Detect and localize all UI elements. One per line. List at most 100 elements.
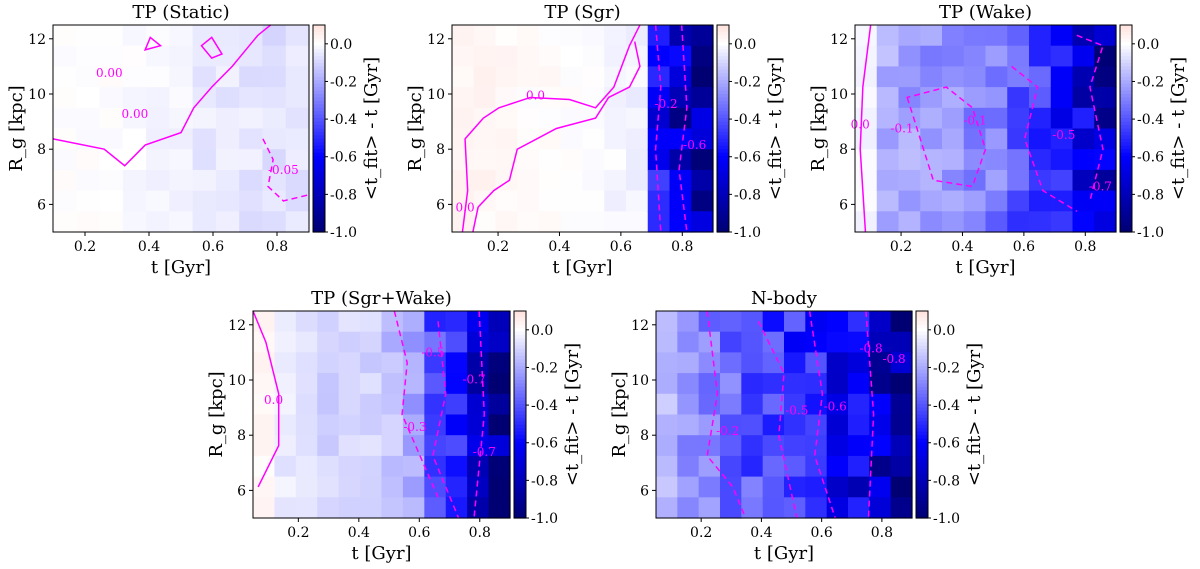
y-tick-label: 10 (631, 373, 649, 389)
heatmap-cell (647, 190, 671, 212)
colorbar-tick-label: -1.0 (531, 511, 558, 527)
colorbar-swatch (313, 31, 325, 36)
heatmap-cell (192, 25, 217, 47)
heatmap-cell (99, 190, 124, 212)
colorbar-swatch (514, 331, 526, 336)
heatmap-cell (920, 66, 943, 88)
heatmap-cell (452, 149, 475, 171)
heatmap-cell (239, 211, 264, 233)
heatmap-cell (53, 128, 77, 150)
colorbar-swatch (313, 190, 325, 195)
heatmap-cell (274, 331, 297, 353)
colorbar-swatch (514, 504, 526, 509)
y-tick-label: 6 (640, 483, 649, 499)
x-axis-label: t [Gyr] (552, 257, 612, 278)
colorbar-swatch (1120, 187, 1132, 192)
heatmap-cell (698, 435, 721, 457)
colorbar-swatch (514, 424, 526, 429)
heatmap-cell (741, 455, 764, 478)
heatmap-cell (560, 211, 584, 233)
y-axis-label: R_g [kpc] (206, 371, 227, 457)
heatmap-cell (473, 169, 497, 192)
colorbar-swatch (514, 355, 526, 360)
x-tick-label: 0.8 (266, 239, 288, 255)
heatmap-cell (274, 352, 297, 374)
heatmap-cell (1007, 169, 1030, 192)
colorbar-swatch (313, 107, 325, 112)
heatmap-cell (848, 311, 870, 333)
colorbar-swatch (717, 31, 729, 36)
chart-panel-1: 0.00 0.00 -0.05 TP (Static) 0.2 0.4 0.6 0.8 6 8 10… (6, 2, 382, 278)
colorbar-tick-label: -0.8 (1137, 187, 1164, 203)
heatmap-cell (539, 66, 562, 88)
colorbar-swatch (1120, 49, 1132, 54)
heatmap-cell (317, 373, 340, 395)
heatmap-cell (467, 435, 490, 457)
heatmap-cell (539, 169, 562, 192)
heatmap-cell (274, 497, 297, 519)
heatmap-cell (467, 393, 490, 416)
colorbar-swatch (916, 359, 928, 364)
heatmap-cell (741, 331, 764, 353)
colorbar-swatch (313, 125, 325, 130)
colorbar-tick-label: -0.6 (531, 436, 558, 452)
colorbar-swatch (514, 455, 526, 460)
heatmap-cell (691, 66, 714, 88)
colorbar-swatch (313, 35, 325, 40)
y-tick-label: 10 (28, 87, 46, 103)
heatmap-cell (1007, 66, 1030, 88)
heatmap-cell (869, 393, 892, 416)
heatmap-cell (604, 169, 627, 192)
heatmap-cell (495, 128, 518, 150)
colorbar-swatch (1120, 200, 1132, 205)
colorbar-tick-label: -0.8 (933, 473, 960, 489)
heatmap-cell (677, 373, 700, 395)
colorbar-swatch (514, 345, 526, 350)
heatmap-cell (1029, 169, 1052, 192)
colorbar-swatch (1120, 42, 1132, 47)
heatmap-cell (604, 128, 627, 150)
heatmap-cell (604, 25, 627, 47)
colorbar-swatch (916, 480, 928, 485)
colorbar-swatch (717, 90, 729, 95)
heatmap-cell (784, 455, 806, 478)
colorbar-label: <t_fit> - t [Gyr] (765, 57, 786, 200)
colorbar-swatch (1120, 104, 1132, 109)
heatmap-cell (517, 128, 540, 150)
colorbar-swatch (313, 173, 325, 178)
heatmap-cell (169, 45, 194, 67)
heatmap-cell (452, 190, 475, 212)
colorbar-swatch (1120, 228, 1132, 233)
heatmap-cell (942, 45, 965, 67)
heatmap-cell (285, 87, 310, 109)
colorbar-tick-label: -0.2 (330, 74, 357, 90)
heatmap-cell (869, 435, 892, 457)
heatmap-cells (452, 25, 714, 233)
colorbar-swatch (514, 500, 526, 505)
heatmap-cell (169, 169, 194, 192)
colorbar-swatch (514, 311, 526, 316)
heatmap-cell (876, 169, 900, 192)
heatmap-cell (215, 169, 240, 192)
heatmap-cell (360, 393, 383, 416)
colorbar-swatch (313, 163, 325, 168)
colorbar-swatch (1120, 59, 1132, 64)
colorbar-swatch (717, 218, 729, 223)
heatmap-cell (473, 25, 497, 47)
heatmap-cell (215, 107, 240, 130)
colorbar-swatch (1120, 31, 1132, 36)
heatmap-cell (539, 211, 562, 233)
heatmap-cell (898, 87, 921, 109)
contour-label: -0.7 (473, 445, 496, 459)
heatmap-cell (677, 455, 700, 478)
heatmap-cell (253, 373, 276, 395)
colorbar-swatch (916, 383, 928, 388)
colorbar-swatch (313, 128, 325, 133)
heatmap-cell (402, 476, 425, 498)
heatmap-cell (1029, 107, 1052, 130)
heatmap-cell (855, 25, 878, 47)
heatmap-cell (876, 66, 900, 88)
heatmap-cell (784, 311, 806, 333)
x-axis-label: t [Gyr] (351, 543, 411, 564)
colorbar-swatch (313, 149, 325, 154)
